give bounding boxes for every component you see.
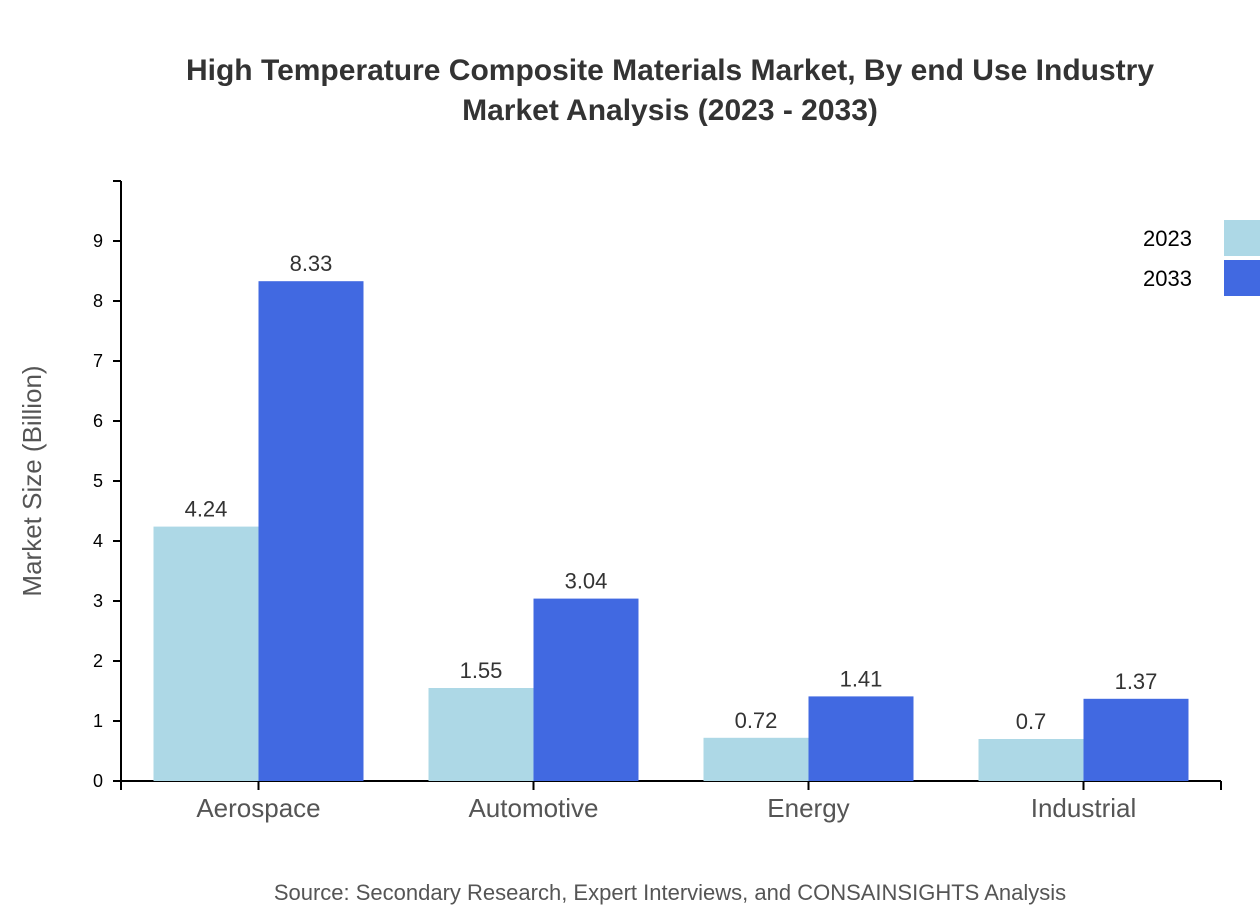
bar-2023-energy [703, 737, 809, 781]
data-label: 1.37 [1115, 669, 1158, 694]
chart-title-line-1: High Temperature Composite Materials Mar… [186, 54, 1154, 87]
y-tick-label: 5 [93, 471, 103, 491]
chart-title-line-2: Market Analysis (2023 - 2033) [462, 94, 878, 127]
bar-2033-energy [808, 696, 914, 781]
bar-2033-industrial [1083, 698, 1189, 781]
y-tick-label: 4 [93, 531, 103, 551]
y-tick-label: 9 [93, 231, 103, 251]
data-label: 4.24 [185, 497, 228, 522]
data-label: 8.33 [290, 251, 333, 276]
y-tick-label: 2 [93, 651, 103, 671]
legend-swatch-2033 [1224, 260, 1260, 296]
x-tick-label: Automotive [468, 793, 598, 823]
data-label: 1.41 [840, 666, 883, 691]
legend-label-2023: 2023 [1143, 226, 1192, 251]
x-tick-label: Industrial [1031, 793, 1137, 823]
y-tick-label: 6 [93, 411, 103, 431]
y-axis-label: Market Size (Billion) [17, 365, 47, 596]
data-label: 1.55 [460, 658, 503, 683]
bar-2033-aerospace [258, 281, 364, 781]
y-tick-label: 8 [93, 291, 103, 311]
bar-2023-industrial [978, 739, 1084, 781]
bar-2023-automotive [428, 688, 534, 781]
bar-2023-aerospace [153, 526, 259, 781]
y-tick-label: 3 [93, 591, 103, 611]
y-tick-label: 7 [93, 351, 103, 371]
source-note: Source: Secondary Research, Expert Inter… [274, 880, 1066, 905]
data-label: 0.72 [735, 708, 778, 733]
x-tick-label: Energy [767, 793, 849, 823]
bar-2033-automotive [533, 598, 639, 781]
legend-label-2033: 2033 [1143, 266, 1192, 291]
y-tick-label: 0 [93, 771, 103, 791]
data-label: 3.04 [565, 569, 608, 594]
legend-swatch-2023 [1224, 220, 1260, 256]
y-tick-label: 1 [93, 711, 103, 731]
data-label: 0.7 [1016, 709, 1047, 734]
x-tick-label: Aerospace [196, 793, 320, 823]
